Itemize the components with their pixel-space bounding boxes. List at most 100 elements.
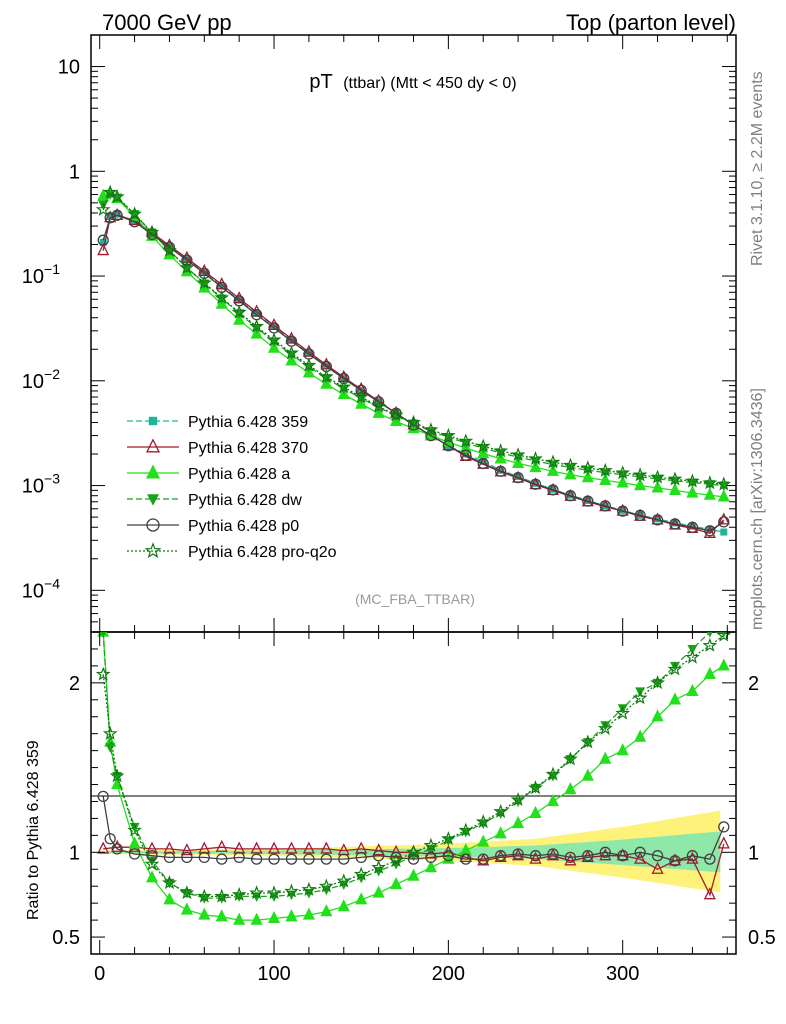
data-point-marker — [717, 489, 730, 502]
data-point-marker — [529, 459, 542, 473]
data-point-marker — [545, 766, 561, 781]
data-point-marker — [581, 768, 594, 781]
data-point-marker — [425, 851, 437, 864]
data-point-marker — [180, 902, 193, 915]
data-point-marker — [145, 464, 161, 479]
data-point-marker — [597, 462, 613, 477]
data-point-marker — [545, 454, 561, 469]
data-point-marker — [669, 661, 680, 672]
data-point-marker — [564, 853, 577, 866]
data-point-marker — [127, 822, 142, 837]
series-line — [102, 796, 725, 862]
data-point-marker — [704, 525, 716, 537]
data-point-marker — [703, 887, 716, 900]
ratio-tick-label-left: 0.5 — [52, 927, 80, 949]
data-point-marker — [475, 814, 491, 829]
data-point-marker — [318, 369, 334, 384]
data-point-marker — [148, 416, 158, 426]
data-point-marker — [546, 794, 560, 807]
series-pythia-6428-pro-q2o — [95, 632, 732, 903]
data-point-marker — [336, 873, 352, 888]
data-point-marker — [218, 282, 226, 290]
data-point-marker — [284, 345, 299, 360]
series-pythia-6428-359 — [99, 210, 728, 536]
data-point-marker — [215, 909, 228, 922]
data-point-marker — [564, 851, 577, 864]
data-point-marker — [196, 275, 212, 290]
data-point-marker — [460, 449, 472, 461]
data-point-marker — [146, 850, 158, 862]
data-point-marker — [477, 834, 490, 847]
data-point-marker — [353, 866, 369, 881]
data-point-marker — [441, 427, 456, 442]
data-point-marker — [634, 846, 646, 858]
data-point-marker — [599, 472, 612, 486]
data-point-marker — [424, 860, 437, 873]
data-point-marker — [564, 782, 577, 795]
data-point-marker — [163, 892, 176, 905]
data-point-marker — [371, 398, 386, 413]
legend-entry: Pythia 6.428 359 — [127, 414, 308, 431]
data-point-marker — [702, 637, 718, 652]
data-point-marker — [320, 853, 332, 865]
data-point-marker — [371, 859, 386, 874]
data-point-marker — [267, 340, 281, 353]
data-point-marker — [303, 853, 315, 865]
data-point-marker — [145, 438, 161, 453]
data-point-marker — [651, 514, 664, 526]
data-point-marker — [495, 850, 507, 862]
data-point-marker — [651, 850, 664, 862]
data-point-marker — [99, 238, 107, 246]
data-point-marker — [528, 780, 543, 795]
data-point-marker — [338, 853, 350, 865]
data-point-marker — [100, 632, 107, 638]
data-point-marker — [106, 213, 114, 221]
data-point-marker — [619, 506, 627, 514]
ratio-y-ticks: 2 2 1 1 0.5 0.5 — [52, 648, 776, 949]
data-point-marker — [104, 833, 116, 845]
data-point-marker — [703, 666, 716, 680]
legend: Pythia 6.428 359 Pythia 6.428 370 Pythia 6… — [127, 414, 337, 561]
series-pythia-6428-370 — [97, 207, 730, 538]
data-point-marker — [127, 206, 142, 221]
data-point-marker — [716, 476, 732, 491]
data-point-marker — [529, 478, 542, 490]
plot-title-sub: (ttbar) (Mtt < 450 dy < 0) — [343, 75, 516, 92]
data-point-marker — [651, 480, 664, 493]
data-point-marker — [146, 228, 158, 241]
data-point-marker — [305, 349, 313, 357]
legend-label: Pythia 6.428 pro-q2o — [188, 544, 337, 561]
legend-entry: Pythia 6.428 dw — [127, 492, 302, 509]
data-point-marker — [388, 407, 404, 422]
ratio-tick-label-right: 0.5 — [748, 927, 776, 949]
data-point-marker — [494, 826, 507, 839]
data-point-marker — [268, 853, 280, 865]
data-point-marker — [718, 516, 730, 528]
legend-label: Pythia 6.428 dw — [188, 492, 302, 509]
data-point-marker — [702, 475, 718, 490]
rivet-label: Rivet 3.1.10, ≥ 2.2M events — [749, 71, 766, 266]
data-point-marker — [320, 841, 333, 854]
data-point-marker — [163, 241, 176, 253]
data-point-marker — [105, 743, 116, 753]
data-point-marker — [233, 291, 246, 304]
y-tick-label: 10−4 — [22, 575, 60, 602]
data-point-marker — [632, 467, 648, 482]
data-point-marker — [233, 312, 246, 325]
data-point-marker — [111, 207, 124, 220]
data-point-marker — [162, 875, 177, 890]
data-point-marker — [102, 725, 118, 740]
data-point-marker — [493, 803, 509, 818]
y-tick-label: 1 — [69, 161, 80, 183]
data-point-marker — [563, 751, 578, 766]
data-point-marker — [128, 836, 141, 849]
data-point-marker — [667, 661, 683, 676]
data-point-marker — [547, 848, 559, 860]
data-point-marker — [250, 912, 263, 925]
data-point-marker — [98, 200, 109, 211]
data-point-marker — [512, 848, 524, 860]
y-tick-exponent: −3 — [44, 471, 60, 487]
data-point-marker — [462, 450, 470, 458]
